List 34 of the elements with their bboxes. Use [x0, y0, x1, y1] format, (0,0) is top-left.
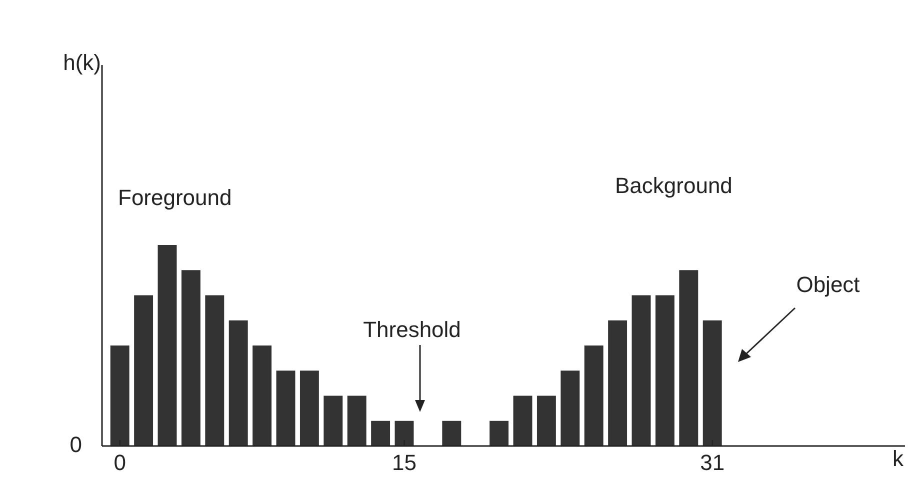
bar	[300, 370, 319, 446]
bar	[324, 396, 343, 446]
bar	[584, 346, 604, 446]
bar	[205, 295, 224, 446]
bar	[228, 320, 248, 446]
bar	[134, 295, 154, 446]
text: Background	[615, 173, 732, 198]
bar	[632, 295, 651, 446]
bar	[158, 245, 177, 446]
bar	[181, 270, 200, 446]
bar	[347, 396, 366, 446]
bar	[655, 295, 674, 446]
text: h(k)	[63, 50, 101, 75]
text: Foreground	[118, 185, 232, 210]
bar	[513, 396, 532, 446]
bar	[371, 420, 390, 446]
text: 0	[70, 432, 82, 457]
text: k	[892, 446, 904, 471]
text: Object	[796, 272, 860, 297]
x-tick-label: 31	[700, 450, 725, 475]
bar	[536, 396, 556, 446]
bar	[679, 270, 698, 446]
bar	[394, 420, 414, 446]
annotation: Threshold	[363, 317, 461, 342]
bar	[560, 370, 580, 446]
bar	[490, 420, 509, 446]
bar	[252, 346, 272, 446]
x-tick-label: 15	[392, 450, 416, 475]
bar	[110, 346, 130, 446]
bar	[608, 320, 628, 446]
bar	[442, 420, 462, 446]
x-tick-label: 0	[114, 450, 126, 475]
bar	[276, 370, 296, 446]
bar	[702, 320, 722, 446]
